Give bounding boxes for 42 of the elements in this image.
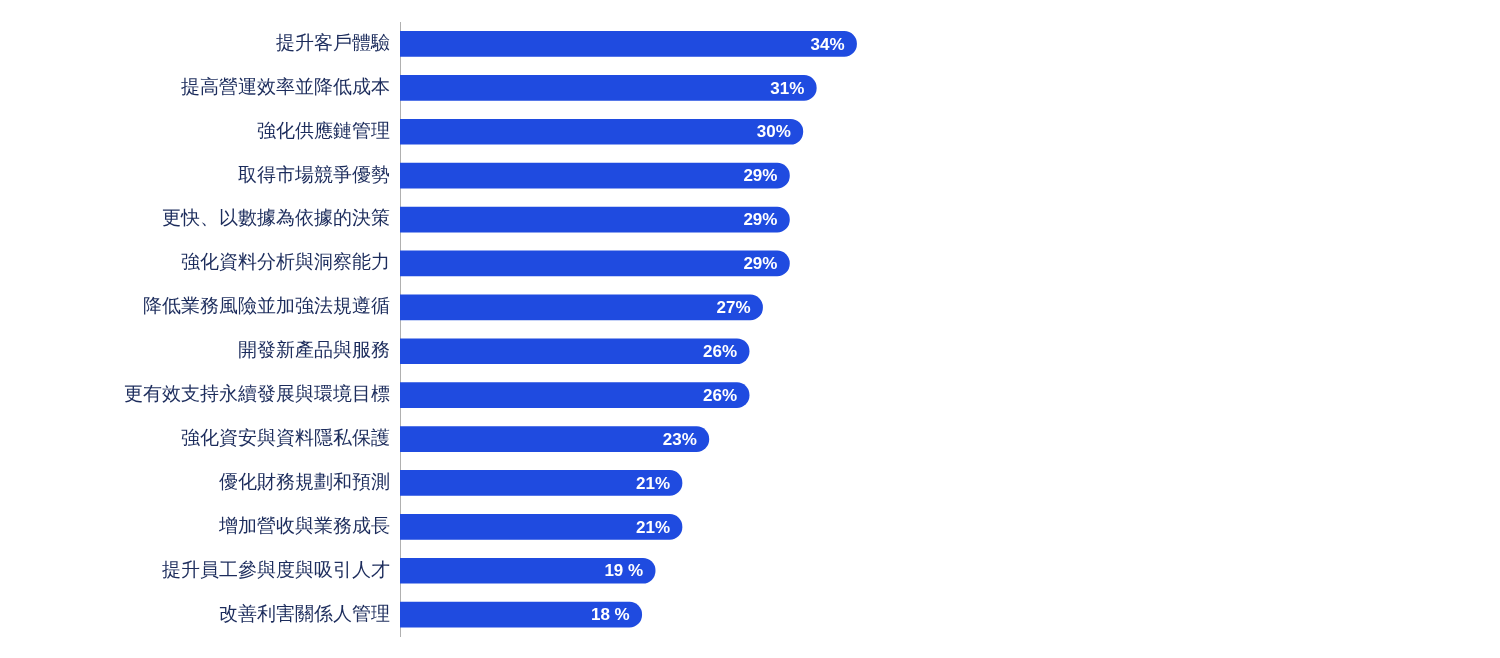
bar	[400, 162, 790, 189]
data-label: 23%	[662, 429, 697, 449]
bar	[400, 250, 790, 277]
y-tick-label: 開發新產品與服務	[238, 338, 390, 361]
bar	[400, 75, 817, 101]
data-label: 21%	[635, 473, 670, 493]
data-label: 29%	[743, 166, 778, 186]
bar	[400, 514, 683, 540]
data-label: 34%	[810, 34, 845, 54]
bar	[400, 601, 643, 628]
bar	[400, 206, 790, 233]
data-label: 31%	[770, 78, 805, 98]
bar	[400, 557, 656, 584]
bar	[400, 470, 683, 496]
y-tick-label: 強化資料分析與洞察能力	[181, 250, 390, 273]
y-tick-label: 提升員工參與度與吸引人才	[162, 557, 390, 580]
data-label: 26%	[703, 385, 738, 405]
y-tick-label: 強化資安與資料隱私保護	[181, 425, 390, 448]
data-label: 27%	[716, 298, 751, 318]
y-tick-label: 更快、以數據為依據的決策	[162, 206, 390, 229]
data-label: 30%	[756, 122, 791, 142]
bar	[400, 338, 750, 365]
y-tick-label: 取得市場競爭優勢	[238, 162, 390, 185]
data-label: 29%	[743, 210, 778, 230]
y-tick-label: 提升客戶體驗	[276, 30, 390, 53]
bar	[400, 426, 710, 452]
data-label: 29%	[743, 254, 778, 274]
y-tick-label: 更有效支持永續發展與環境目標	[124, 382, 390, 405]
y-tick-label: 提高營運效率並降低成本	[181, 74, 390, 97]
y-tick-label: 優化財務規劃和預測	[219, 469, 390, 492]
y-tick-label: 改善利害關係人管理	[219, 601, 390, 624]
bar	[400, 118, 804, 145]
y-tick-label: 強化供應鏈管理	[257, 118, 390, 141]
y-tick-label: 降低業務風險並加強法規遵循	[143, 294, 390, 317]
data-label: 18 %	[590, 605, 630, 625]
data-label: 21%	[635, 517, 670, 537]
y-tick-label: 增加營收與業務成長	[218, 513, 390, 536]
data-label: 19 %	[604, 561, 644, 581]
data-label: 26%	[703, 341, 738, 361]
bar	[400, 382, 750, 408]
bar	[400, 31, 857, 57]
bar	[400, 294, 763, 321]
